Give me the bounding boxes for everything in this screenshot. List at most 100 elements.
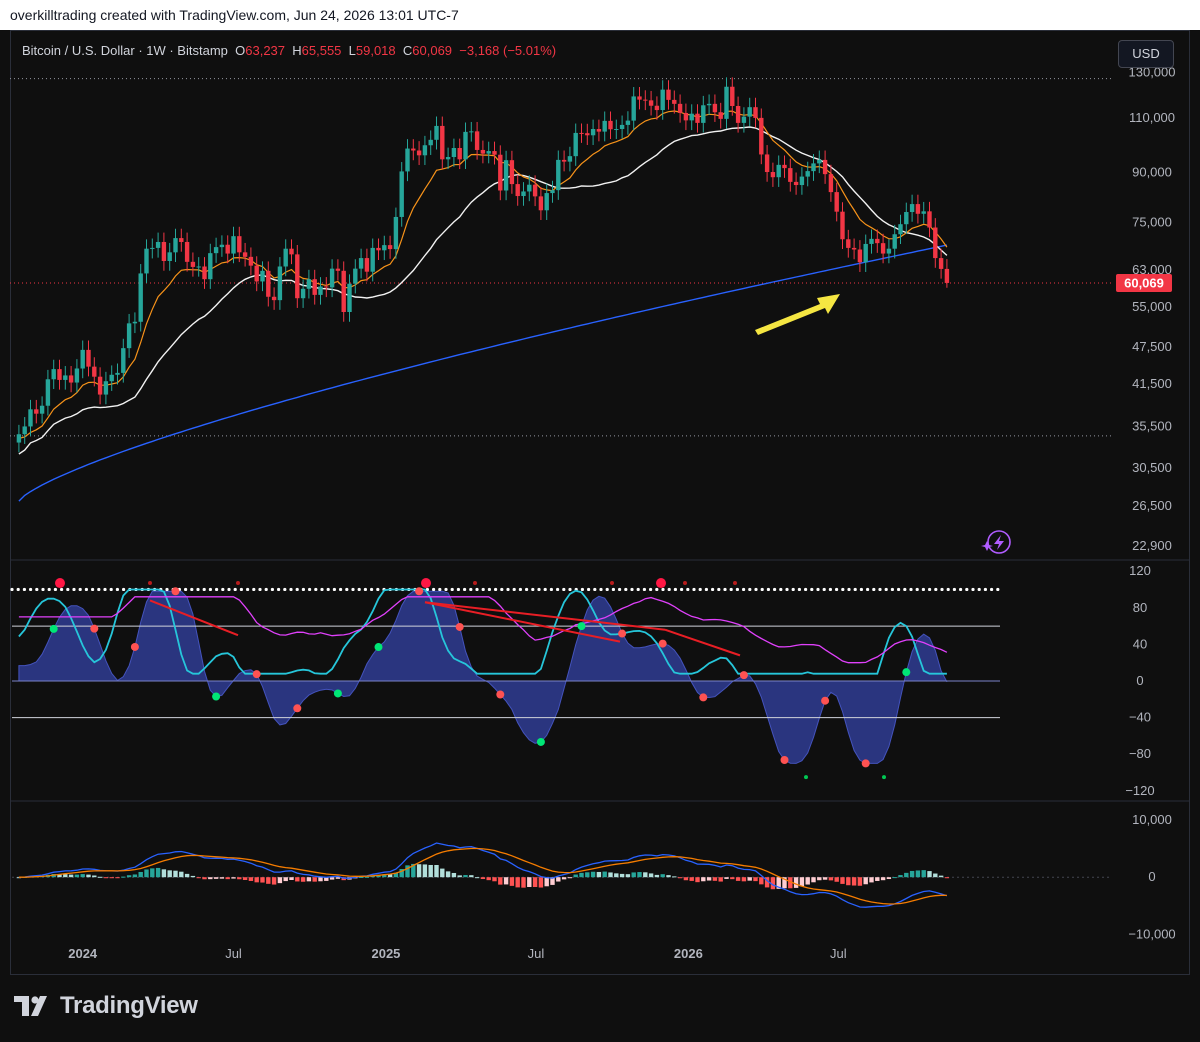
level-dot: [618, 587, 622, 592]
macd-histogram-bar: [875, 877, 880, 881]
candle-body: [567, 156, 573, 162]
candle-body: [538, 196, 544, 211]
oscillator-cyan-line: [18, 588, 947, 675]
candle-body: [184, 241, 190, 262]
candle-body: [16, 434, 22, 443]
divergence-line: [149, 599, 239, 637]
overbought-marker-dot: [55, 578, 65, 589]
tradingview-logo[interactable]: TradingView: [14, 992, 198, 1020]
level-dot: [909, 587, 913, 592]
candle-body: [190, 261, 196, 267]
level-dot: [487, 587, 491, 592]
macd-histogram-bar: [150, 868, 155, 878]
macd-histogram-bar: [735, 877, 741, 881]
candle-body: [179, 238, 184, 242]
candle-body: [573, 132, 578, 157]
candle-body: [880, 243, 886, 254]
level-dot: [754, 587, 758, 592]
candle-body: [225, 244, 230, 254]
currency-button[interactable]: USD: [1118, 40, 1174, 68]
level-dot: [332, 587, 336, 592]
macd-histogram-bar: [480, 877, 486, 880]
level-dot: [500, 587, 504, 592]
time-axis-tick-label: 2025: [371, 946, 400, 961]
macd-histogram-bar: [254, 877, 259, 883]
candle-body: [648, 100, 654, 106]
macd-signal-line: [18, 847, 947, 905]
level-dot: [370, 587, 374, 592]
candle-body: [231, 236, 236, 254]
candle-body: [277, 266, 283, 301]
level-dot: [785, 587, 789, 592]
oscillator-axis-tick-label: −120: [1125, 783, 1154, 798]
candle-body: [411, 148, 416, 151]
macd-histogram-bar: [660, 874, 665, 878]
macd-histogram-bar: [793, 877, 799, 888]
candle-body: [121, 348, 126, 373]
level-dot: [828, 587, 833, 592]
macd-histogram-bar: [190, 875, 196, 878]
lightning-icon-circle: [987, 530, 1011, 554]
level-dot: [190, 587, 194, 592]
macd-histogram-bar: [503, 877, 509, 885]
candle-body: [770, 172, 776, 178]
level-dot: [345, 587, 349, 592]
candle-body: [521, 191, 526, 197]
macd-histogram-bar: [706, 877, 712, 881]
candle-body: [103, 381, 109, 395]
macd-histogram-bar: [97, 876, 103, 878]
overbought-marker-dot: [421, 578, 431, 589]
candle-body: [237, 236, 242, 253]
candle-body: [927, 211, 932, 228]
macd-histogram-bar: [411, 863, 416, 878]
macd-histogram-bar: [712, 877, 718, 881]
level-dot: [425, 587, 429, 592]
level-dot: [673, 587, 678, 592]
macd-histogram-bar: [869, 877, 874, 883]
level-dot: [295, 587, 299, 592]
macd-histogram-bar: [677, 877, 683, 879]
candle-body: [202, 266, 207, 280]
macd-histogram-bar: [596, 871, 602, 878]
candle-body: [904, 212, 909, 225]
macd-histogram-bar: [834, 877, 839, 882]
lightning-icon: [981, 530, 1011, 554]
macd-line: [18, 842, 948, 908]
level-dot: [605, 587, 609, 592]
candle-body: [283, 248, 288, 267]
macd-histogram-bar: [335, 877, 341, 879]
candle-body: [492, 151, 497, 155]
macd-histogram-bar: [759, 877, 764, 885]
macd-histogram-bar: [527, 877, 532, 888]
oscillator-axis-tick-label: −40: [1129, 710, 1151, 725]
high-label: H: [292, 43, 302, 58]
candle-body: [219, 244, 225, 248]
macd-histogram-bar: [115, 877, 120, 879]
macd-histogram-bar: [196, 877, 201, 879]
price-axis-tick-label: 75,000: [1132, 214, 1172, 229]
level-dot: [766, 587, 771, 592]
price-axis-tick-label: 30,500: [1132, 460, 1172, 475]
macd-histogram-bar: [68, 874, 74, 878]
chart-canvas[interactable]: 130,000 110,000 90,000 75,000 63,000 55,000 47…: [0, 0, 1200, 976]
candle-body: [776, 164, 781, 178]
macd-axis-tick-label: 0: [1148, 869, 1155, 884]
macd-histogram-bar: [556, 877, 561, 882]
candle-body: [834, 192, 839, 212]
level-dot: [822, 587, 826, 592]
level-dot: [698, 587, 702, 592]
oscillator-signal-dot: [212, 692, 221, 701]
candle-body: [92, 366, 97, 377]
macd-histogram-bar: [358, 876, 364, 878]
overbought-marker-dot: [733, 581, 737, 586]
attribution-text: overkilltrading created with TradingView…: [10, 7, 459, 23]
candle-body: [213, 247, 219, 254]
macd-histogram-bar: [179, 871, 184, 878]
level-dot: [525, 587, 529, 592]
level-dot: [72, 587, 76, 592]
macd-histogram-bar: [463, 875, 468, 878]
candle-body: [300, 288, 306, 299]
candle-body: [161, 241, 167, 261]
candle-body: [126, 323, 132, 349]
level-dot: [283, 587, 287, 592]
